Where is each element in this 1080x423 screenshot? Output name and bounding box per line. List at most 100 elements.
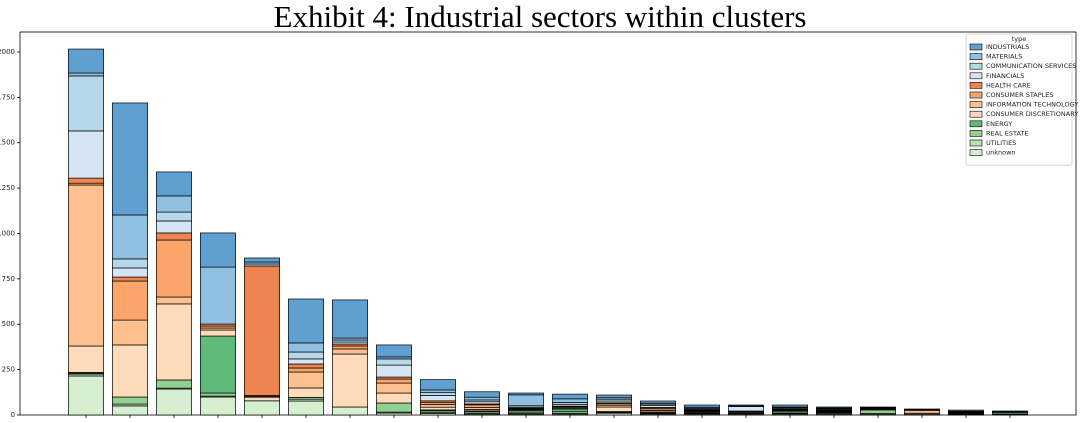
bar-segment xyxy=(816,406,852,409)
legend-swatch xyxy=(969,139,983,147)
legend-swatch xyxy=(969,82,983,89)
y-tick-label: 1500 xyxy=(0,139,15,147)
bar-segment xyxy=(112,276,148,282)
bar-segment xyxy=(200,266,236,325)
bar-segment xyxy=(112,344,148,398)
bar-segment xyxy=(596,406,632,412)
bar-segment xyxy=(376,382,412,394)
bar-segment xyxy=(288,358,324,365)
bar-segment xyxy=(156,195,192,213)
bar-segment xyxy=(156,232,192,241)
bar-segment xyxy=(200,392,236,397)
bar-segment xyxy=(464,391,500,398)
bar-segment xyxy=(596,394,632,399)
bar-segment xyxy=(68,130,104,179)
bar-segment xyxy=(376,364,412,378)
legend-swatch xyxy=(969,130,983,137)
legend-swatch xyxy=(969,110,983,118)
bar-segment xyxy=(420,389,456,394)
bar-segment xyxy=(200,232,236,268)
legend-label: COMMUNICATION SERVICES xyxy=(986,62,1076,70)
bar-segment xyxy=(68,48,104,74)
legend-swatch xyxy=(969,101,983,108)
bar-segment xyxy=(332,348,368,355)
bar-segment xyxy=(156,388,192,416)
bar-segment xyxy=(860,406,896,409)
y-tick-label: 2000 xyxy=(0,48,15,56)
bar-segment xyxy=(200,329,236,337)
legend-label: UTILITIES xyxy=(986,139,1016,147)
bar-segment xyxy=(376,392,412,404)
bar-segment xyxy=(156,379,192,389)
bar-segment xyxy=(68,375,104,416)
bar-segment xyxy=(332,406,368,416)
bar-segment xyxy=(684,404,720,408)
bar-segment xyxy=(288,387,324,398)
bar-segment xyxy=(68,184,104,347)
bar-segment xyxy=(420,379,456,391)
legend-label: CONSUMER STAPLES xyxy=(986,91,1054,99)
bar-segment xyxy=(420,392,456,396)
bar-segment xyxy=(288,342,324,353)
bar-segment xyxy=(332,345,368,350)
legend-swatch xyxy=(969,91,983,99)
bar-segment xyxy=(68,177,104,184)
bar-segment xyxy=(420,404,456,408)
legend-swatch xyxy=(969,120,983,128)
bar-segment xyxy=(772,404,808,408)
y-tick-label: 1000 xyxy=(0,229,15,237)
legend-title: type xyxy=(1012,35,1027,43)
legend-label: unknown xyxy=(986,149,1016,157)
legend-swatch xyxy=(969,149,983,156)
bar-segment xyxy=(904,410,940,414)
bar-segment xyxy=(156,239,192,298)
bar-segment xyxy=(332,299,368,339)
bar-segment xyxy=(420,406,456,411)
bar-segment xyxy=(200,335,236,394)
bar-segment xyxy=(948,409,984,412)
bar-segment xyxy=(640,400,676,404)
legend-swatch xyxy=(969,72,983,80)
bar-segment xyxy=(552,393,588,400)
bar-segment xyxy=(112,214,148,260)
bar-segment xyxy=(288,371,324,389)
bar-segment xyxy=(288,367,324,373)
bar-segment xyxy=(156,171,192,197)
bar-segment xyxy=(112,405,148,416)
bar-segment xyxy=(288,351,324,360)
legend-label: CONSUMER DISCRETIONARY xyxy=(986,110,1078,118)
y-tick-label: 750 xyxy=(2,275,15,283)
legend-swatch xyxy=(969,43,983,51)
bar-segment xyxy=(244,265,280,396)
y-tick-label: 250 xyxy=(2,366,15,374)
legend-label: INDUSTRIALS xyxy=(986,43,1029,51)
bar-segment xyxy=(376,358,412,366)
bar-segment xyxy=(464,404,500,408)
bar-segment xyxy=(112,396,148,405)
bar-segment xyxy=(68,75,104,132)
legend-label: REAL ESTATE xyxy=(986,129,1028,137)
bar-segment xyxy=(376,344,412,358)
bar-segment xyxy=(288,298,324,344)
bar-segment xyxy=(200,396,236,416)
bar-segment xyxy=(332,353,368,408)
bar-segment xyxy=(376,378,412,384)
bar-segment xyxy=(420,395,456,402)
bar-segment xyxy=(728,406,764,412)
bar-segment xyxy=(156,303,192,381)
bar-segment xyxy=(112,102,148,216)
bar-segment xyxy=(992,410,1028,412)
bar-segment xyxy=(68,72,104,77)
bar-segment xyxy=(552,408,588,413)
bar-segment xyxy=(112,258,148,269)
y-tick-label: 500 xyxy=(2,320,15,328)
bar-segment xyxy=(244,396,280,402)
y-tick-label: 1250 xyxy=(0,184,15,192)
bar-segment xyxy=(68,345,104,373)
legend-label: INFORMATION TECHNOLOGY xyxy=(986,101,1078,109)
plot-frame xyxy=(19,31,1077,416)
legend-swatch xyxy=(969,53,983,60)
bar-segment xyxy=(112,267,148,278)
legend-box xyxy=(965,33,1073,166)
